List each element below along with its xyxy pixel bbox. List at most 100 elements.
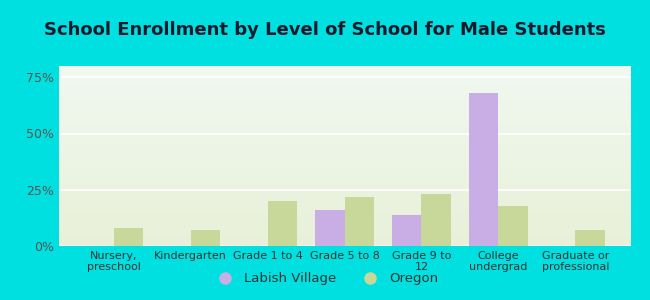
Bar [58, 124, 630, 125]
Bar [58, 149, 630, 151]
Bar [58, 127, 630, 129]
Bar [58, 98, 630, 100]
Bar [58, 154, 630, 156]
Bar [58, 134, 630, 136]
Bar [58, 113, 630, 115]
Bar [58, 226, 630, 228]
Bar [58, 215, 630, 217]
Bar [58, 194, 630, 196]
Bar [58, 217, 630, 219]
Bar [58, 100, 630, 102]
Bar [58, 88, 630, 89]
Bar [58, 176, 630, 178]
Bar [58, 107, 630, 109]
Bar [58, 188, 630, 190]
Bar [58, 71, 630, 73]
Bar [58, 199, 630, 201]
Bar [58, 75, 630, 77]
Bar [58, 79, 630, 80]
Bar [58, 172, 630, 174]
Bar [58, 140, 630, 142]
Bar [58, 196, 630, 197]
Bar [58, 167, 630, 169]
Bar [469, 93, 499, 246]
Bar [499, 206, 528, 246]
Bar [58, 174, 630, 176]
Bar [58, 86, 630, 88]
Bar [58, 212, 630, 214]
Bar [58, 102, 630, 104]
Bar [58, 115, 630, 116]
Bar [58, 197, 630, 199]
Bar [58, 192, 630, 194]
Bar [58, 106, 630, 107]
Bar [58, 233, 630, 235]
Bar [58, 170, 630, 172]
Bar [58, 161, 630, 163]
Bar [58, 158, 630, 160]
Bar [58, 214, 630, 215]
Bar [58, 208, 630, 210]
Bar [58, 228, 630, 230]
Bar [58, 230, 630, 232]
Bar [58, 183, 630, 185]
Bar [58, 232, 630, 233]
Bar [268, 201, 297, 246]
Bar [58, 131, 630, 133]
Bar [58, 84, 630, 86]
Bar [58, 116, 630, 118]
Bar [58, 138, 630, 140]
Bar [58, 89, 630, 91]
Bar [58, 163, 630, 165]
Bar [58, 185, 630, 187]
Bar [58, 203, 630, 205]
Bar [58, 70, 630, 71]
Bar [58, 190, 630, 192]
Bar [58, 242, 630, 244]
Bar [58, 147, 630, 149]
Bar [58, 178, 630, 179]
Bar [315, 210, 344, 246]
Bar [392, 214, 421, 246]
Bar [58, 223, 630, 224]
Bar [58, 73, 630, 75]
Bar [58, 68, 630, 70]
Bar [58, 210, 630, 212]
Bar [58, 142, 630, 143]
Legend: Labish Village, Oregon: Labish Village, Oregon [206, 267, 444, 290]
Bar [58, 169, 630, 170]
Bar [58, 120, 630, 122]
Bar [58, 109, 630, 111]
Bar [58, 95, 630, 97]
Bar [58, 122, 630, 124]
Bar [58, 221, 630, 223]
Bar [58, 143, 630, 145]
Bar [58, 93, 630, 95]
Bar [114, 228, 143, 246]
Bar [58, 77, 630, 79]
Bar [58, 118, 630, 120]
Bar [58, 224, 630, 226]
Bar [58, 241, 630, 242]
Bar [58, 181, 630, 183]
Bar [344, 196, 374, 246]
Bar [58, 156, 630, 158]
Bar [58, 151, 630, 152]
Bar [58, 239, 630, 241]
Bar [58, 152, 630, 154]
Bar [58, 187, 630, 188]
Bar [58, 91, 630, 93]
Bar [58, 80, 630, 82]
Bar [58, 206, 630, 208]
Bar [58, 133, 630, 134]
Bar [58, 179, 630, 181]
Bar [58, 235, 630, 237]
Bar [58, 205, 630, 206]
Bar [58, 145, 630, 147]
Bar [58, 82, 630, 84]
Bar [58, 160, 630, 161]
Bar [58, 97, 630, 98]
Bar [58, 104, 630, 106]
Text: School Enrollment by Level of School for Male Students: School Enrollment by Level of School for… [44, 21, 606, 39]
Bar [58, 129, 630, 131]
